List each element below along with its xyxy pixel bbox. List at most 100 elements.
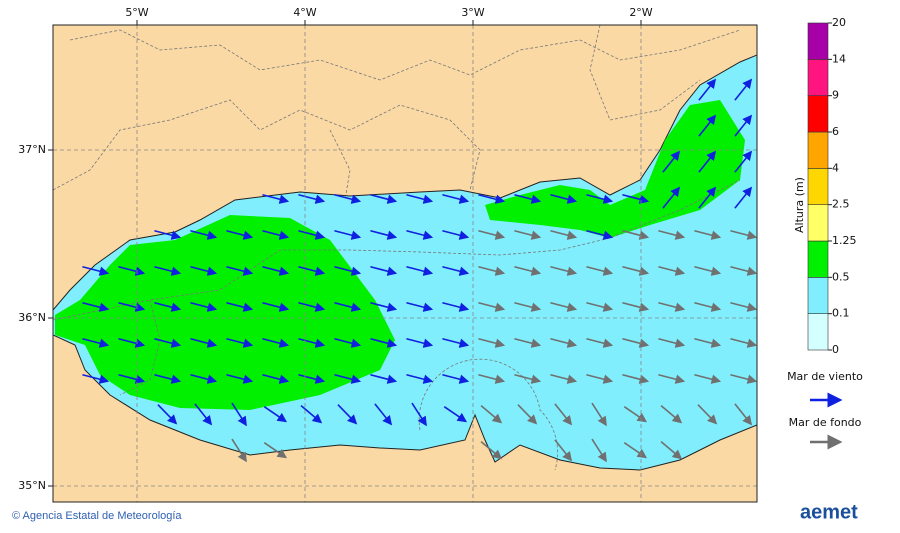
lat-label: 36°N xyxy=(18,311,46,324)
wave-arrow xyxy=(298,302,326,312)
wave-arrow xyxy=(262,374,290,384)
colorbar-label: 1.25 xyxy=(832,234,857,247)
wave-arrow xyxy=(698,150,717,173)
wave-arrow xyxy=(591,438,607,463)
wave-arrow xyxy=(334,230,362,240)
wave-arrow xyxy=(622,266,650,276)
wave-arrow xyxy=(190,374,218,384)
wave-arrow xyxy=(190,230,218,240)
colorbar-label: 4 xyxy=(832,161,839,174)
wave-arrow xyxy=(298,230,326,240)
legend-label: Mar de fondo xyxy=(789,416,862,429)
colorbar-segment xyxy=(807,313,829,351)
wave-arrow xyxy=(660,441,683,460)
wave-arrow xyxy=(298,194,326,204)
wave-arrow xyxy=(263,441,288,459)
colorbar-label: 14 xyxy=(832,52,846,65)
zone-border xyxy=(119,299,161,396)
wave-arrow xyxy=(622,302,650,312)
lon-label: 4°W xyxy=(293,6,316,19)
wave-arrow xyxy=(658,338,686,348)
wave-arrow xyxy=(734,186,753,209)
wave-arrow xyxy=(442,266,470,276)
wave-arrow xyxy=(586,302,614,312)
wave-arrow xyxy=(231,438,247,463)
wave-arrow xyxy=(231,402,247,427)
wave-arrow xyxy=(406,230,434,240)
wave-arrow xyxy=(194,403,213,426)
wave-arrow xyxy=(622,338,650,348)
colorbar-label: 6 xyxy=(832,125,839,138)
lat-label: 35°N xyxy=(18,479,46,492)
wave-arrow xyxy=(154,266,182,276)
wave-arrow xyxy=(698,114,717,137)
wave-arrow xyxy=(226,266,254,276)
colorbar: 0 0.1 0.5 1.25 2.5 4 6 9 14 20 xyxy=(807,16,857,356)
wave-arrow xyxy=(554,439,573,462)
wave-arrow xyxy=(442,302,470,312)
colorbar-segment xyxy=(807,168,829,205)
wave-arrow xyxy=(734,78,753,101)
wave-arrow xyxy=(370,230,398,240)
colorbar-segment xyxy=(807,131,829,169)
wave-arrow xyxy=(82,374,110,384)
wave-arrow xyxy=(662,186,681,209)
wave-arrow xyxy=(658,374,686,384)
wave-arrow xyxy=(550,266,578,276)
wave-arrow xyxy=(658,230,686,240)
wave-arrow xyxy=(226,338,254,348)
wave-arrow xyxy=(734,150,753,173)
wave-arrow xyxy=(370,338,398,348)
wave-arrow xyxy=(622,194,650,204)
wave-arrow xyxy=(157,404,178,425)
wave-arrow xyxy=(554,403,573,426)
colorbar-label: 9 xyxy=(832,89,839,102)
wave-arrow xyxy=(337,404,358,425)
legend-label: Mar de viento xyxy=(787,370,863,383)
wave-arrow xyxy=(334,338,362,348)
wave-arrow xyxy=(698,78,717,101)
wave-arrow xyxy=(550,230,578,240)
wave-arrow xyxy=(118,374,146,384)
wave-arrow xyxy=(623,441,648,459)
wave-area xyxy=(485,100,745,238)
wave-arrow xyxy=(514,338,542,348)
wave-arrow xyxy=(411,402,427,427)
wave-arrow xyxy=(300,405,323,424)
wave-arrow xyxy=(478,230,506,240)
wave-arrow xyxy=(190,302,218,312)
wave-arrow xyxy=(154,374,182,384)
colorbar-segment xyxy=(807,204,829,242)
wave-arrow xyxy=(694,266,722,276)
wave-arrow xyxy=(586,266,614,276)
wave-arrow xyxy=(478,194,506,204)
wave-arrow xyxy=(480,441,503,460)
colorbar-label: 2.5 xyxy=(832,198,850,211)
wave-arrow xyxy=(190,338,218,348)
zone-border xyxy=(418,358,559,471)
wave-arrow xyxy=(82,302,110,312)
wave-arrow xyxy=(406,338,434,348)
wave-arrow xyxy=(334,266,362,276)
wave-arrow xyxy=(730,374,757,384)
wave-arrow xyxy=(334,374,362,384)
wave-arrow xyxy=(586,230,614,240)
wave-arrow xyxy=(586,338,614,348)
wave-arrow xyxy=(406,302,434,312)
colorbar-segment xyxy=(807,240,829,278)
wave-arrow xyxy=(514,230,542,240)
wave-arrow xyxy=(226,230,254,240)
wave-arrow xyxy=(514,302,542,312)
wave-arrow xyxy=(262,194,290,204)
wave-arrow xyxy=(263,405,288,423)
wave-arrow xyxy=(298,338,326,348)
wave-arrow xyxy=(226,374,254,384)
wave-arrow xyxy=(694,230,722,240)
wave-arrow xyxy=(586,194,614,204)
wave-arrow xyxy=(694,374,722,384)
credit: © Agencia Estatal de Meteorología xyxy=(12,510,182,522)
wave-arrow xyxy=(298,374,326,384)
wave-arrow xyxy=(734,403,753,426)
wave-arrow xyxy=(154,338,182,348)
